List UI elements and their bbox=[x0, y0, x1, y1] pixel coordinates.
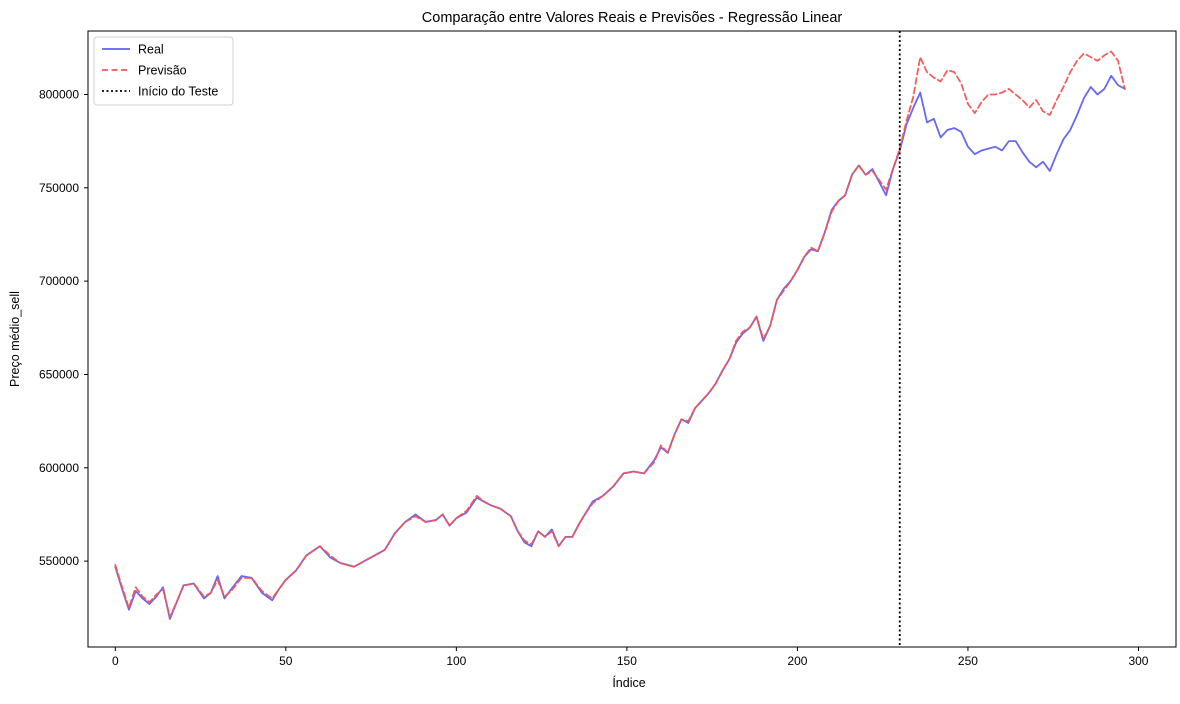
x-tick-label: 200 bbox=[787, 654, 807, 668]
legend-label: Real bbox=[138, 43, 164, 57]
legend-label: Previsão bbox=[138, 64, 187, 78]
x-axis-label: Índice bbox=[612, 675, 645, 690]
y-axis-label: Preço médio_sell bbox=[8, 291, 22, 387]
chart-title: Comparação entre Valores Reais e Previsõ… bbox=[422, 10, 843, 26]
series-line-previsao bbox=[114, 50, 1126, 619]
x-tick-label: 50 bbox=[279, 654, 293, 668]
x-tick-label: 0 bbox=[112, 654, 119, 668]
y-tick-label: 650000 bbox=[39, 367, 79, 381]
legend: Real Previsão Início do Teste bbox=[93, 36, 234, 106]
y-tick-label: 750000 bbox=[39, 181, 79, 195]
plot-frame bbox=[87, 30, 1177, 648]
x-tick-label: 300 bbox=[1128, 654, 1148, 668]
y-tick-label: 550000 bbox=[39, 554, 79, 568]
legend-label: Início do Teste bbox=[138, 85, 218, 99]
legend-box bbox=[93, 36, 234, 106]
x-tick-label: 100 bbox=[446, 654, 466, 668]
y-tick-label: 700000 bbox=[39, 274, 79, 288]
y-tick-label: 800000 bbox=[39, 87, 79, 101]
x-tick-label: 250 bbox=[958, 654, 978, 668]
x-tick-label: 150 bbox=[617, 654, 637, 668]
y-tick-label: 600000 bbox=[39, 461, 79, 475]
